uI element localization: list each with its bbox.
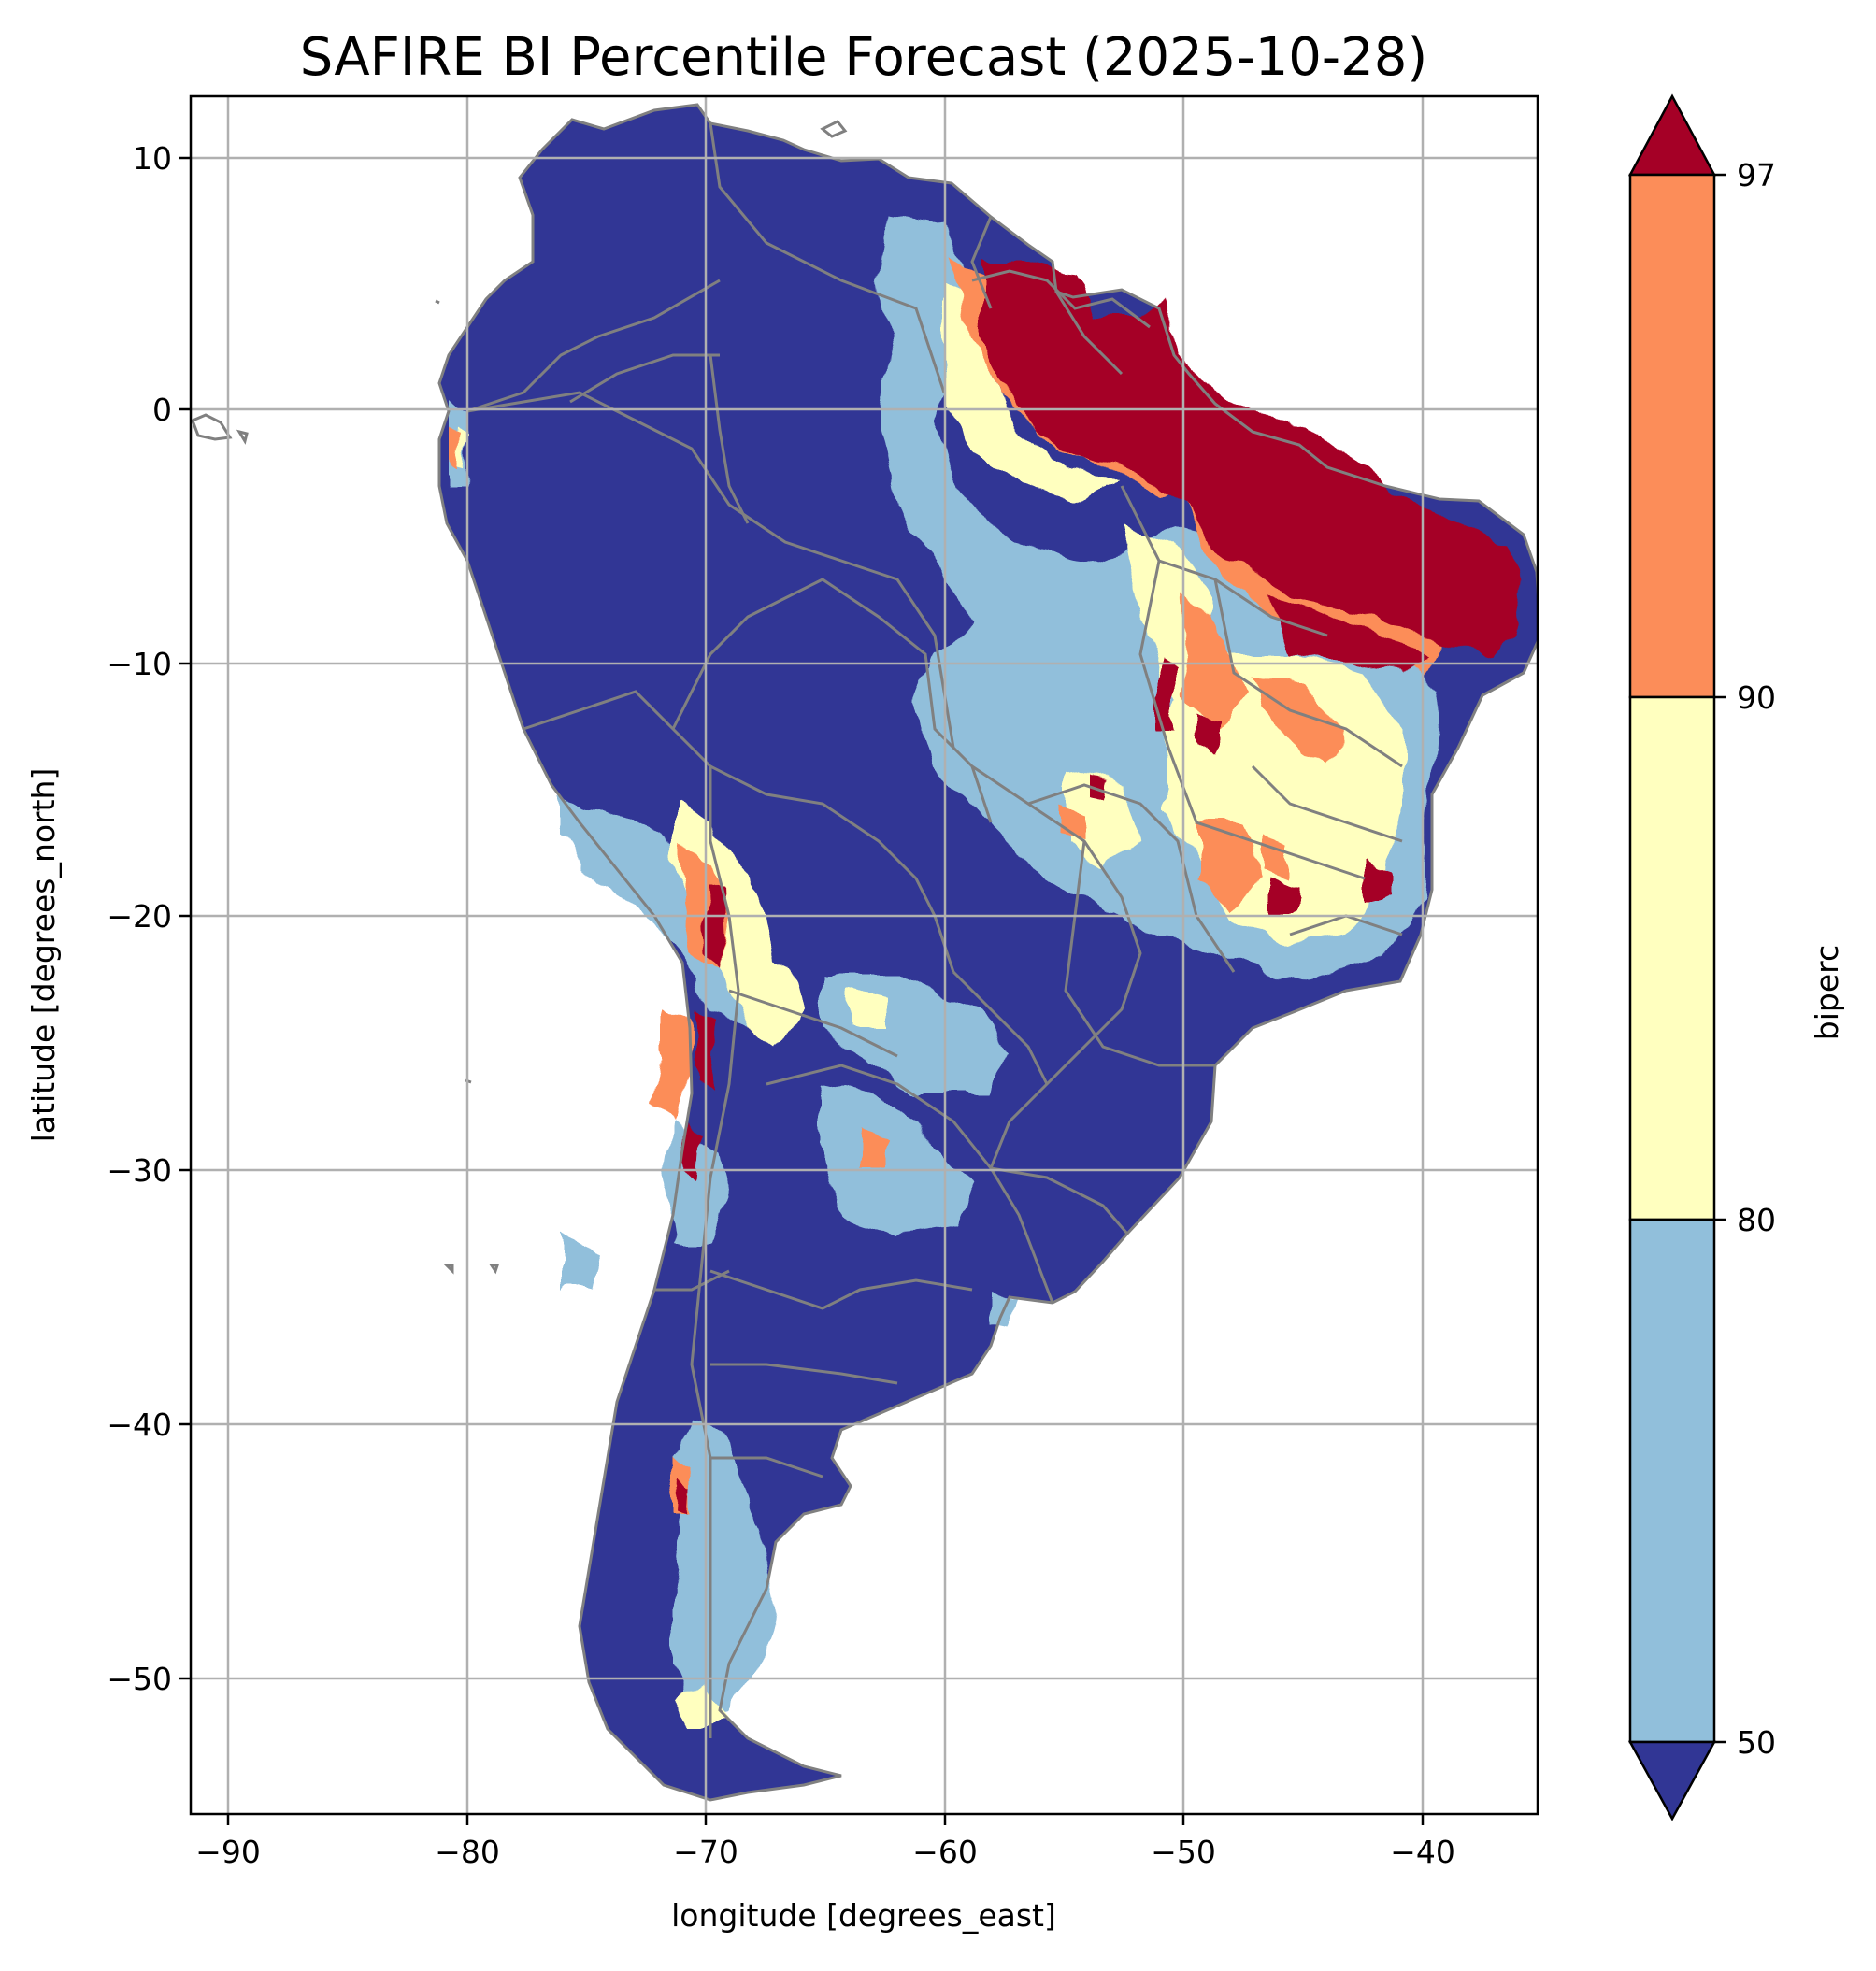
- y-tick-label: 0: [152, 392, 172, 428]
- y-axis-label: latitude [degrees_north]: [25, 768, 62, 1143]
- y-tick-label: −10: [107, 646, 172, 682]
- colorbar-ticks: [1714, 173, 1726, 1744]
- y-tick-label: 10: [133, 140, 172, 177]
- plot-frame: [189, 94, 1539, 1816]
- y-tick-label: −20: [107, 898, 172, 935]
- colorbar-band-80-90: [1628, 695, 1716, 1221]
- x-tick-label: −80: [435, 1834, 500, 1870]
- colorbar-tick-label: 97: [1737, 157, 1776, 193]
- map-plot-area: [191, 96, 1538, 1814]
- colorbar: [1627, 93, 1717, 1821]
- gridlines: [191, 96, 1538, 1814]
- x-tick-label: −90: [195, 1834, 261, 1870]
- colorbar-tick-label: 80: [1737, 1202, 1776, 1238]
- islands: [191, 120, 848, 1275]
- y-tick-label: −50: [107, 1661, 172, 1697]
- x-axis-label: longitude [degrees_east]: [671, 1897, 1056, 1934]
- y-axis-ticks: [179, 156, 191, 1680]
- x-tick-label: −50: [1151, 1834, 1216, 1870]
- y-tick-label: −30: [107, 1152, 172, 1189]
- colorbar-band-90-97: [1628, 173, 1716, 699]
- colorbar-label: biperc: [1809, 945, 1845, 1040]
- x-tick-label: −40: [1390, 1834, 1455, 1870]
- chart-title: SAFIRE BI Percentile Forecast (2025-10-2…: [299, 27, 1428, 88]
- x-tick-label: −70: [673, 1834, 738, 1870]
- x-axis-ticks: [226, 1814, 1425, 1825]
- colorbar-tick-label: 90: [1737, 679, 1776, 716]
- colorbar-extend-above: [1627, 93, 1717, 177]
- colorbar-band-50-80: [1628, 1218, 1716, 1744]
- x-tick-label: −60: [912, 1834, 978, 1870]
- percentile-zones: [449, 215, 1524, 1729]
- colorbar-tick-label: 50: [1737, 1724, 1776, 1761]
- y-tick-label: −40: [107, 1407, 172, 1443]
- colorbar-extend-below: [1627, 1740, 1717, 1821]
